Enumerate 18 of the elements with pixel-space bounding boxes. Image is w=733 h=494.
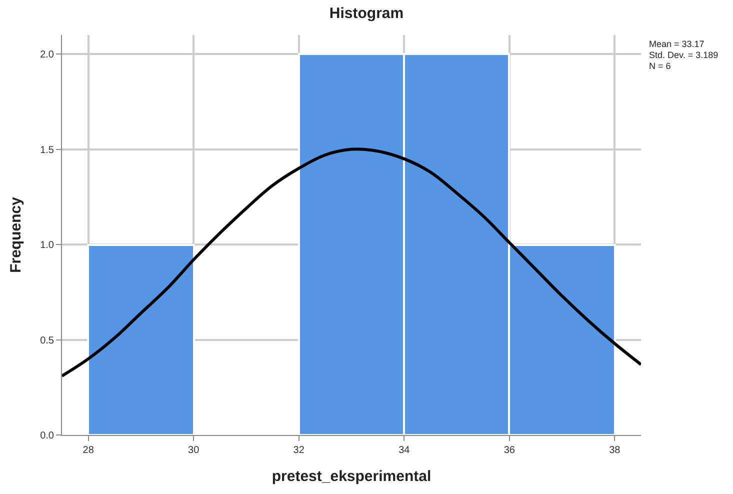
chart-title: Histogram	[329, 4, 404, 22]
x-tick-label: 28	[82, 445, 94, 456]
x-tick-label: 32	[293, 445, 305, 456]
line-series	[62, 148, 641, 378]
x-tick-label: 36	[504, 445, 516, 456]
y-tick-label: 2.0	[40, 50, 54, 61]
y-tick-label: 1.5	[40, 144, 54, 156]
text: Mean = 33.17	[649, 39, 704, 49]
text: Std. Dev. = 3.189	[649, 50, 718, 60]
text: N = 6	[649, 61, 671, 71]
y-tick-label: 1.0	[40, 240, 54, 252]
x-tick-label: 30	[188, 445, 200, 456]
x-tick-label: 34	[398, 445, 410, 456]
x-tick-label: 38	[609, 445, 621, 456]
y-tick-label: 0.5	[40, 335, 54, 346]
y-axis-title: Frequency	[7, 196, 24, 273]
y-tick-label: 0.0	[40, 430, 54, 442]
x-axis-title: pretest_eksperimental	[272, 468, 432, 485]
